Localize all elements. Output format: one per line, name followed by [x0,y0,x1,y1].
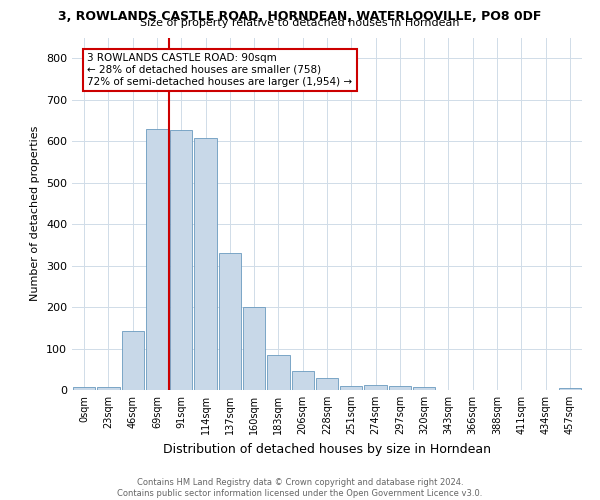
Bar [267,355,290,390]
Text: Size of property relative to detached houses in Horndean: Size of property relative to detached ho… [140,18,460,28]
X-axis label: Distribution of detached houses by size in Horndean: Distribution of detached houses by size … [163,442,491,456]
Bar [170,130,193,390]
Bar [559,388,581,390]
Bar [97,387,119,390]
Bar [389,386,411,390]
Bar [146,128,168,390]
Text: 3, ROWLANDS CASTLE ROAD, HORNDEAN, WATERLOOVILLE, PO8 0DF: 3, ROWLANDS CASTLE ROAD, HORNDEAN, WATER… [58,10,542,23]
Bar [340,386,362,390]
Bar [243,307,265,390]
Bar [413,387,436,390]
Bar [364,385,387,390]
Bar [316,378,338,390]
Bar [218,253,241,390]
Bar [122,330,144,390]
Text: Contains HM Land Registry data © Crown copyright and database right 2024.
Contai: Contains HM Land Registry data © Crown c… [118,478,482,498]
Text: 3 ROWLANDS CASTLE ROAD: 90sqm
← 28% of detached houses are smaller (758)
72% of : 3 ROWLANDS CASTLE ROAD: 90sqm ← 28% of d… [88,54,352,86]
Bar [73,387,95,390]
Bar [194,138,217,390]
Bar [292,372,314,390]
Y-axis label: Number of detached properties: Number of detached properties [31,126,40,302]
